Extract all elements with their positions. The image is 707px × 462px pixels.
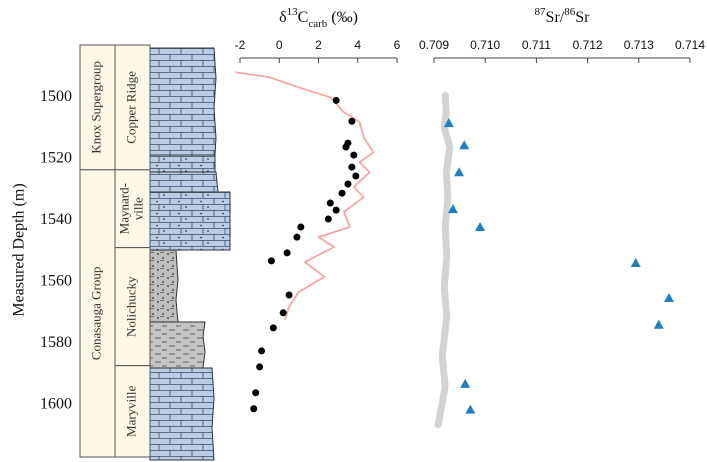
data-point (250, 405, 257, 412)
data-point (350, 152, 357, 159)
title-part: Sr (575, 9, 590, 26)
formation-label: ville (130, 197, 145, 220)
title-part: 86 (564, 6, 576, 18)
data-triangle (465, 405, 475, 414)
y-tick-label: 1600 (40, 395, 72, 412)
x-tick-label: 0.713 (624, 38, 654, 52)
axis-title: 87Sr/86Sr (535, 6, 591, 26)
y-tick-label: 1580 (40, 334, 72, 351)
data-point (342, 144, 349, 151)
y-tick-label: 1560 (40, 272, 72, 289)
title-part: Sr/ (546, 9, 565, 26)
x-tick-label: 6 (394, 38, 401, 52)
title-part: 13 (287, 6, 299, 18)
data-point (268, 257, 275, 264)
axis-title: δ13Ccarb (‰) (279, 6, 358, 30)
x-tick-label: 0 (276, 38, 283, 52)
y-axis-label: Measured Depth (m) (11, 183, 28, 316)
x-tick-label: 0.711 (522, 38, 551, 52)
data-point (327, 200, 334, 207)
data-point (293, 234, 300, 241)
title-part: δ (279, 9, 287, 26)
profile-line (438, 95, 450, 424)
data-triangle (654, 320, 664, 329)
group-label: Conasauga Group (88, 267, 103, 361)
x-tick-label: 0.710 (470, 38, 500, 52)
data-point (333, 97, 340, 104)
data-point (297, 224, 304, 231)
data-point (344, 180, 351, 187)
title-part: C (298, 9, 309, 26)
y-tick-label: 1500 (40, 88, 72, 105)
formation-label: Nolichucky (123, 276, 138, 337)
data-point (270, 324, 277, 331)
data-triangle (475, 222, 485, 231)
x-tick-label: 2 (315, 38, 322, 52)
data-point (258, 347, 265, 354)
profile-line (236, 72, 373, 319)
data-point (348, 164, 355, 171)
data-triangle (631, 258, 641, 267)
group-label: Knox Supergroup (88, 61, 103, 154)
title-part: 87 (535, 6, 547, 18)
data-point (284, 249, 291, 256)
data-point (256, 363, 263, 370)
title-part: carb (308, 18, 327, 30)
data-point (348, 118, 355, 125)
title-part: (‰) (327, 9, 358, 26)
formation-label: Copper Ridge (123, 71, 138, 144)
lithology-column (150, 48, 230, 460)
data-triangle (460, 379, 470, 388)
formation-label: Maryville (123, 385, 138, 436)
data-point (333, 207, 340, 214)
data-triangle (459, 140, 469, 149)
data-point (286, 291, 293, 298)
formation-label: Maynard- (116, 183, 131, 234)
x-tick-label: 4 (354, 38, 361, 52)
data-point (280, 309, 287, 316)
data-point (252, 389, 259, 396)
x-tick-label: 0.714 (675, 38, 705, 52)
data-point (339, 190, 346, 197)
data-point (352, 172, 359, 179)
figure: δ13Ccarb (‰) -2 0 2 4 6 1500 1520 1540 1560 1580 16… (0, 0, 707, 462)
data-triangle (664, 293, 674, 302)
y-tick-label: 1540 (40, 211, 72, 228)
x-tick-label: 0.712 (573, 38, 603, 52)
x-tick-label: 0.709 (419, 38, 449, 52)
x-tick-label: -2 (235, 38, 246, 52)
data-triangle (454, 167, 464, 176)
data-point (325, 216, 332, 223)
y-tick-label: 1520 (40, 149, 72, 166)
